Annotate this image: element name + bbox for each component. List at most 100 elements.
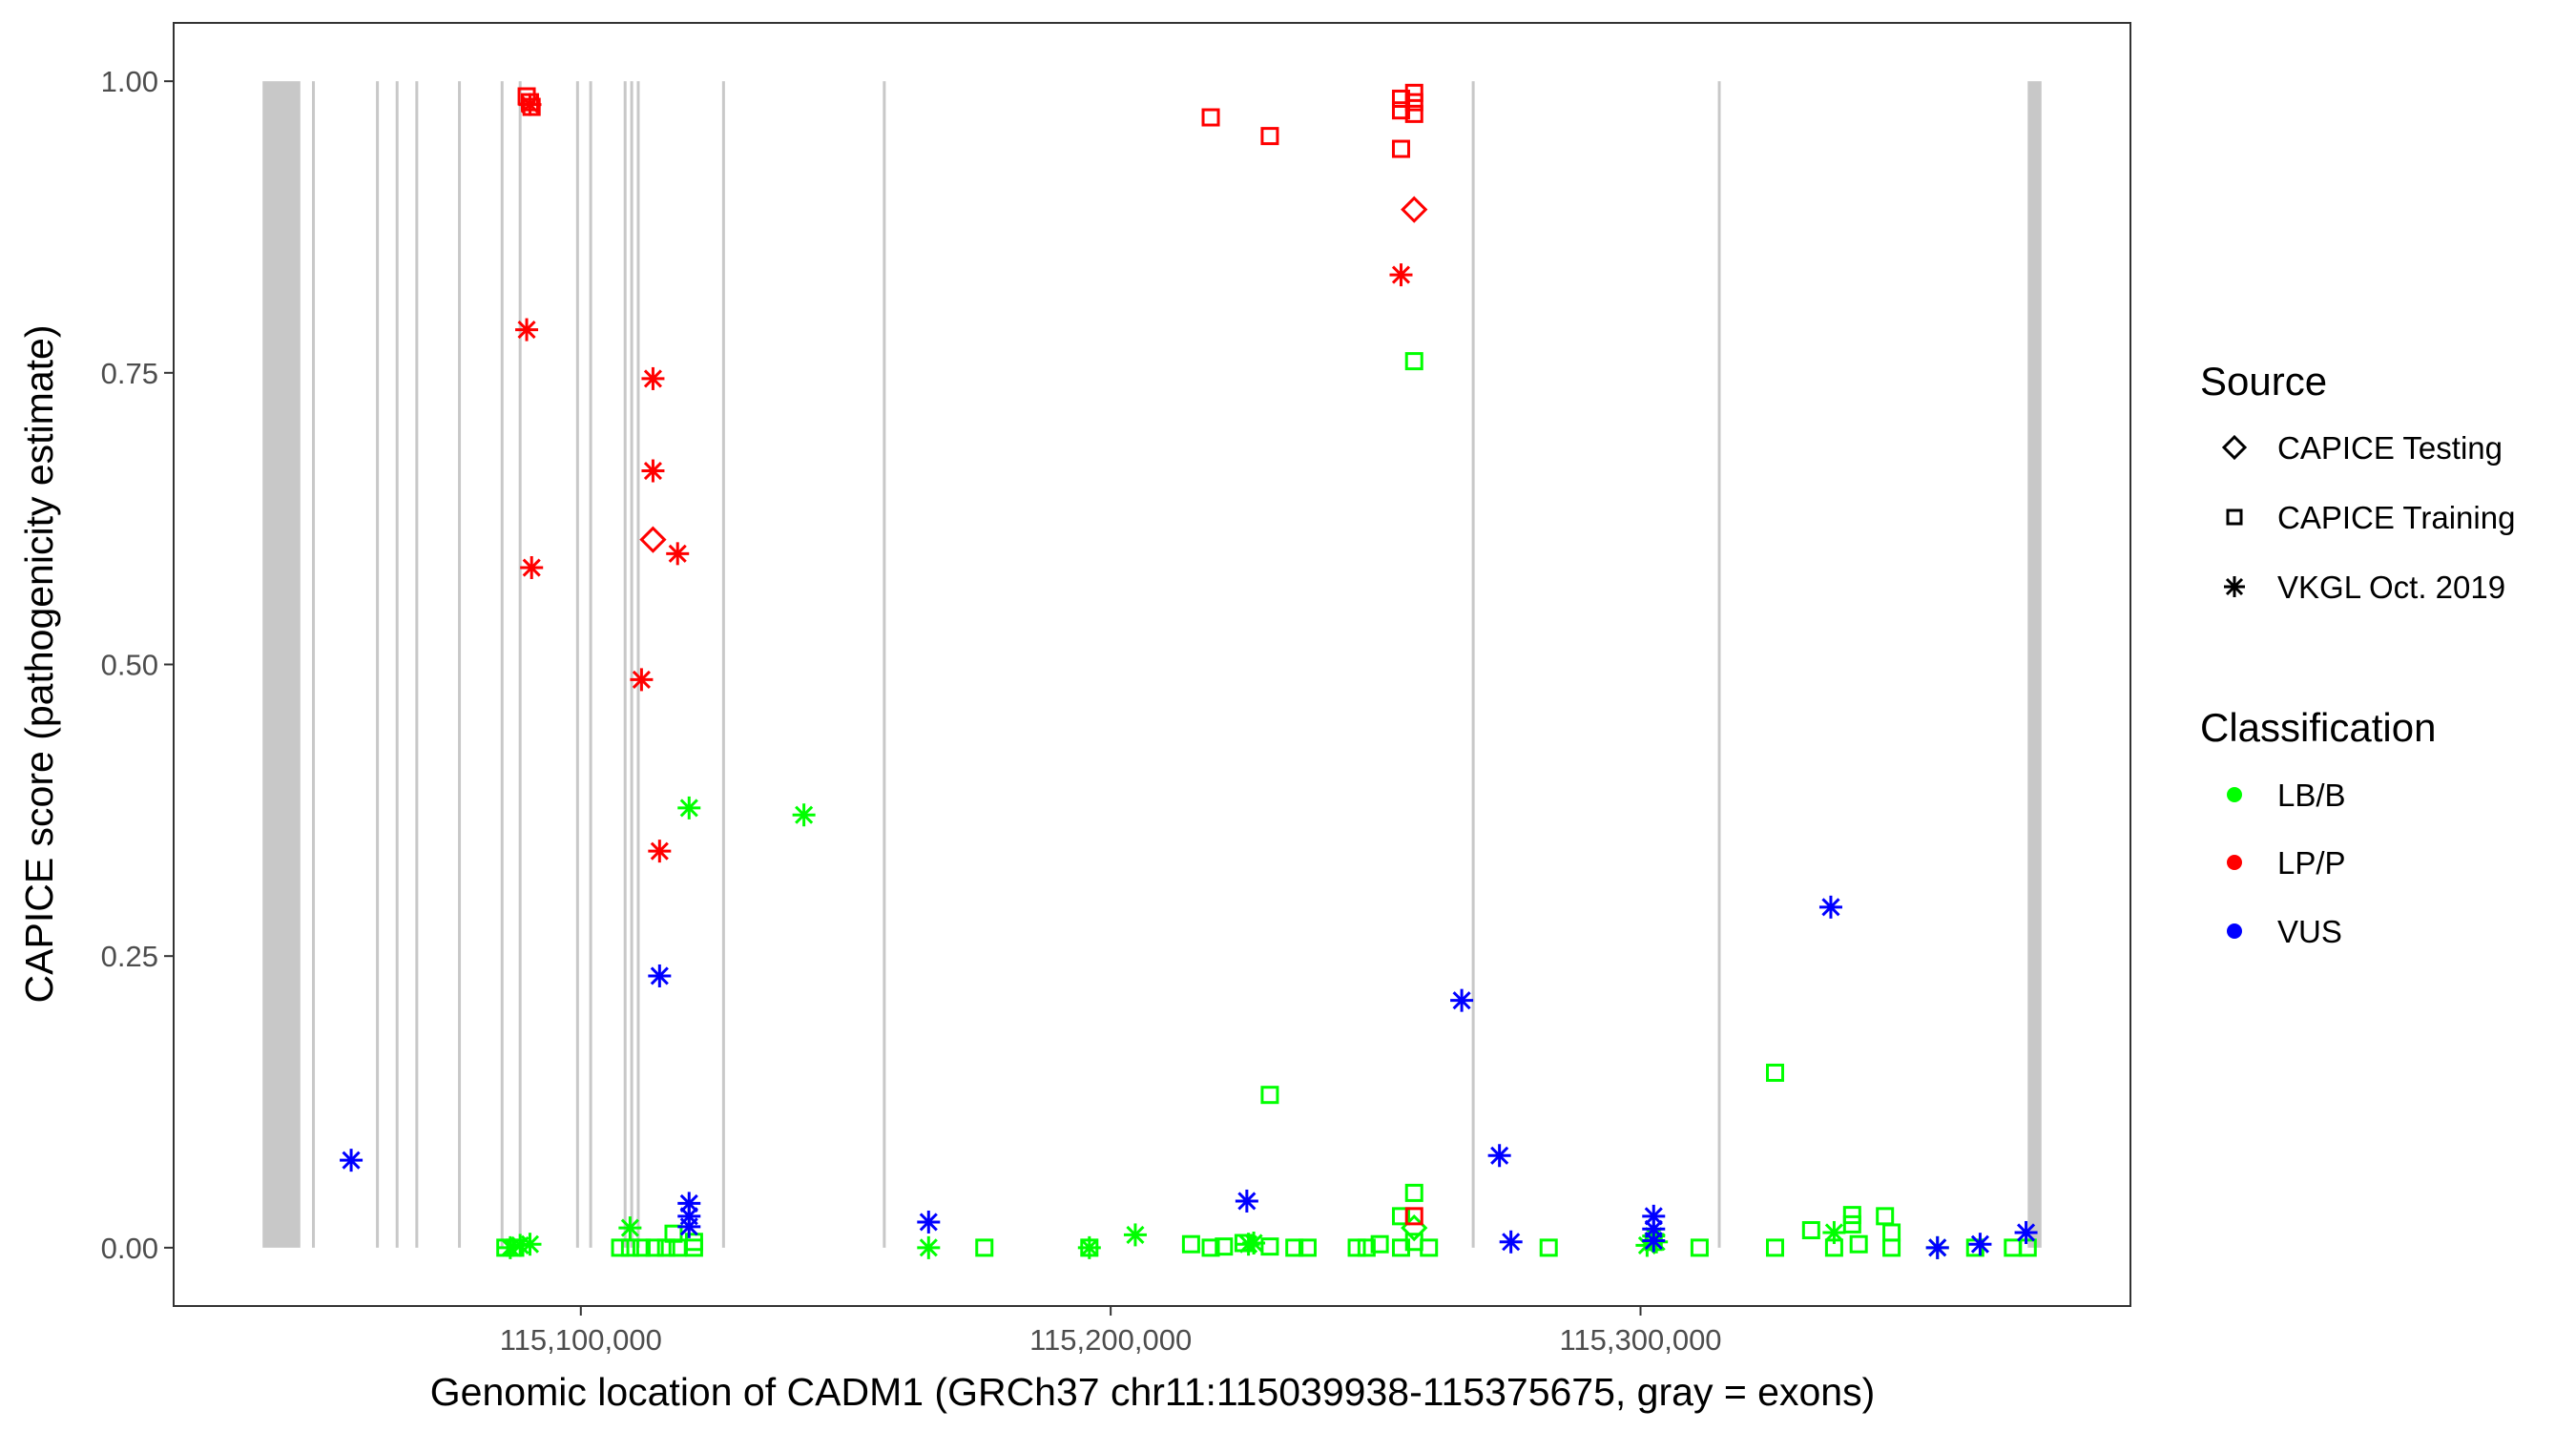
point-asterisk-vus [1642,1229,1666,1253]
point-square-lbb [1801,1221,1820,1240]
legend-classification-title: Classification [2200,705,2436,750]
point-square-lpp [517,87,536,106]
point-square-lbb [1391,1207,1410,1226]
legend-label: VKGL Oct. 2019 [2277,570,2505,605]
point-asterisk-lpp [630,668,654,692]
asterisk-stroke [1821,898,1840,917]
point-square-lpp [1404,83,1423,102]
asterisk-stroke [650,966,669,985]
exon [575,81,579,1248]
point-asterisk-vus [677,1214,701,1238]
asterisk-stroke [520,1234,540,1254]
point-asterisk-vus [648,964,672,987]
point-diamond-lpp [1401,196,1428,223]
asterisk-stroke [919,1213,938,1232]
point-asterisk-vus [1818,895,1842,919]
legend-source-title: Source [2200,359,2327,404]
lbb-dot-icon [2227,787,2242,802]
point-asterisk-vus [1968,1233,1992,1256]
point-square-lbb [1404,352,1423,371]
square-icon [2226,508,2243,526]
point-square-lbb [645,1238,664,1257]
point-square-lbb [1876,1207,1895,1226]
x-tick-label: 115,200,000 [1029,1323,1192,1357]
point-square-lbb [684,1238,703,1257]
point-square-lbb [611,1238,630,1257]
exon [589,81,592,1248]
point-square-lbb [1201,1238,1220,1257]
exon [721,81,725,1248]
asterisk-stroke [1126,1225,1145,1244]
y-tick-label: 0.00 [101,1232,158,1265]
point-square-lbb [1882,1238,1901,1257]
point-asterisk-lbb [618,1216,642,1240]
point-square-lbb [1766,1063,1785,1082]
asterisk-stroke [679,1217,698,1236]
asterisk-stroke [643,369,662,388]
asterisk-stroke [1928,1238,1947,1257]
point-square-lbb [1690,1238,1709,1257]
point-asterisk-lbb [792,803,816,827]
y-axis: 0.00 0.25 0.50 0.75 1.00 [101,65,174,1265]
legend-classification: Classification LB/B LP/P VUS [2200,705,2436,949]
asterisk-stroke [679,798,698,818]
point-square-lbb [2018,1238,2037,1257]
point-square-lbb [1539,1238,1558,1257]
exon [2027,81,2042,1248]
diamond-icon [2221,434,2248,461]
point-square-lpp [520,93,539,112]
point-diamond-lpp [639,526,667,553]
point-square-lpp [1404,93,1423,112]
point-square-lbb [2004,1238,2023,1257]
exon [636,81,640,1248]
point-asterisk-lpp [641,366,665,390]
exon-bands [262,81,2042,1248]
point-square-lpp [1404,1207,1423,1226]
asterisk-stroke [1452,991,1471,1010]
exon [518,81,522,1248]
legend-source: Source CAPICE Testing CAPICE Training VK… [2200,359,2515,605]
point-asterisk-vus [1499,1230,1523,1254]
asterisk-stroke [1391,265,1411,284]
lpp-dot-icon [2227,855,2242,870]
asterisk-stroke [522,558,541,577]
data-points [340,83,2038,1259]
legend-label: LB/B [2277,778,2346,813]
x-axis-title: Genomic location of CADM1 (GRCh37 chr11:… [430,1370,1875,1414]
point-asterisk-lpp [1389,263,1413,287]
asterisk-stroke [1502,1233,1521,1252]
point-asterisk-vus [2014,1220,2038,1244]
x-axis: 115,100,000 115,200,000 115,300,000 [500,1306,1722,1357]
point-square-lbb [620,1238,639,1257]
vus-dot-icon [2227,923,2242,939]
exon [500,81,504,1248]
point-asterisk-lpp [648,840,672,863]
point-square-lbb [1215,1237,1234,1256]
point-asterisk-vus [917,1210,941,1234]
point-square-lbb [1404,1183,1423,1202]
point-square-lbb [1882,1223,1901,1242]
exon [415,81,419,1248]
point-asterisk-lbb [677,796,701,819]
point-square-lbb [496,1238,515,1257]
point-square-lbb [684,1233,703,1252]
point-square-lbb [506,1238,525,1257]
y-tick-label: 1.00 [101,65,158,98]
legend-label: CAPICE Training [2277,500,2515,535]
point-square-lbb [1347,1238,1366,1257]
asterisk-stroke [620,1218,639,1237]
point-square-lbb [1285,1238,1304,1257]
point-asterisk-lpp [666,542,690,566]
asterisk-stroke [342,1151,361,1170]
asterisk-stroke [643,461,662,481]
point-square-lpp [522,97,541,116]
y-tick-label: 0.50 [101,649,158,682]
y-tick-label: 0.25 [101,940,158,973]
point-square-lbb [1260,1237,1279,1256]
point-square-lbb [1298,1238,1317,1257]
point-square-lpp [1260,127,1279,146]
point-square-lbb [1842,1214,1861,1234]
legend-label: LP/P [2277,845,2346,881]
asterisk-stroke [795,805,814,824]
